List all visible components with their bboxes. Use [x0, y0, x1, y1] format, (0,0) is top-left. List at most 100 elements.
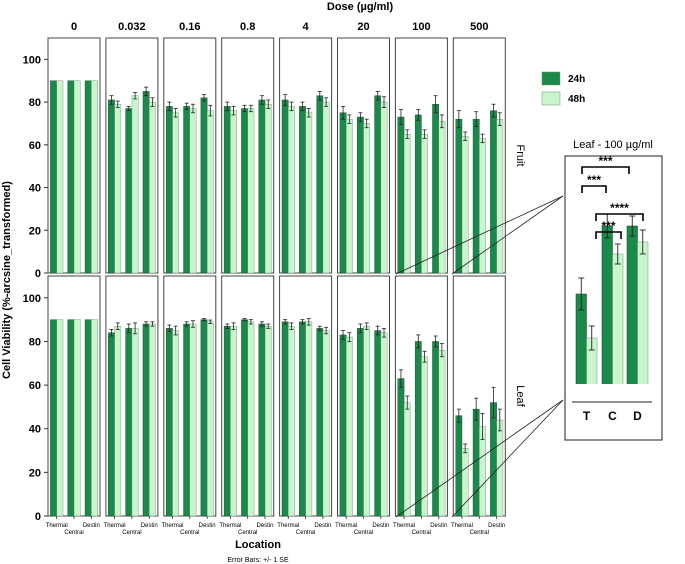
bar-24h	[241, 108, 248, 274]
bar-24h	[490, 402, 497, 517]
bar-48h	[322, 101, 330, 274]
x-tick-label-destin: Destin	[430, 523, 447, 529]
x-tick-label-thermal: Thermal	[335, 523, 357, 529]
bar-48h	[149, 323, 156, 517]
bar-48h	[438, 349, 446, 517]
bar-48h	[403, 133, 411, 274]
bar-48h	[189, 323, 197, 517]
bar-24h	[183, 323, 191, 517]
inset-bar-48h	[637, 241, 649, 387]
bar-24h	[472, 118, 480, 274]
bar-24h	[490, 110, 497, 274]
bar-48h	[346, 118, 353, 274]
x-tick-label-destin: Destin	[141, 523, 158, 529]
inset-title: Leaf - 100 µg/ml	[573, 139, 653, 151]
bar-48h	[305, 321, 313, 517]
inset-axis-break	[572, 384, 652, 389]
bar-24h	[432, 341, 439, 517]
x-tick-label-thermal: Thermal	[451, 523, 473, 529]
x-tick-label-central: Central	[122, 530, 141, 536]
bar-24h	[357, 328, 364, 517]
dose-label-100: 100	[412, 21, 430, 33]
y-tick-label: 20	[29, 225, 41, 237]
x-tick-label-central: Central	[412, 530, 431, 536]
bar-24h	[281, 321, 289, 517]
significance-stars: ****	[610, 201, 629, 215]
y-tick-label: 0	[35, 268, 41, 280]
bar-48h	[461, 136, 469, 274]
inset-bar-48h	[612, 253, 624, 387]
y-tick-label: 60	[29, 380, 41, 392]
bar-48h	[206, 110, 214, 274]
dose-label-500: 500	[470, 21, 488, 33]
y-tick-label: 40	[29, 424, 41, 436]
bar-48h	[73, 319, 81, 517]
bar-48h	[288, 106, 295, 274]
y-tick-label: 80	[29, 336, 41, 348]
bar-48h	[56, 319, 64, 517]
bar-24h	[67, 319, 75, 517]
bar-48h	[247, 321, 255, 517]
x-tick-label-destin: Destin	[83, 523, 100, 529]
bar-24h	[357, 116, 364, 274]
bar-24h	[165, 106, 173, 274]
y-tick-label: 60	[29, 140, 41, 152]
significance-stars: ***	[598, 154, 612, 168]
x-tick-label-destin: Destin	[257, 523, 274, 529]
bar-24h	[414, 341, 422, 517]
bar-24h	[84, 319, 92, 517]
bar-24h	[339, 112, 347, 274]
x-tick-label-destin: Destin	[199, 523, 216, 529]
y-tick-label: 40	[29, 183, 41, 195]
bar-48h	[380, 101, 388, 274]
significance-bracket	[595, 231, 622, 239]
bar-24h	[374, 95, 382, 274]
strip-label-fruit: Fruit	[514, 145, 526, 167]
bar-48h	[496, 419, 504, 517]
significance-bracket	[581, 166, 630, 174]
bar-24h	[397, 116, 405, 274]
bar-24h	[432, 104, 439, 274]
inset-x-label-C: C	[608, 409, 617, 423]
dose-label-0_032: 0.032	[118, 21, 146, 33]
bar-24h	[258, 323, 266, 517]
bar-48h	[131, 95, 139, 274]
y-tick-label: 0	[35, 511, 41, 523]
bar-24h	[223, 106, 231, 274]
zoom-connector-line	[451, 399, 564, 518]
bar-24h	[84, 80, 92, 274]
bar-24h	[50, 319, 57, 517]
dose-label-20: 20	[357, 21, 369, 33]
x-tick-label-thermal: Thermal	[46, 523, 68, 529]
legend-label-48h: 48h	[568, 94, 585, 105]
bar-24h	[455, 415, 463, 517]
bar-24h	[108, 332, 115, 517]
inset-bar-24h	[601, 225, 613, 387]
bar-48h	[131, 328, 139, 517]
bar-48h	[247, 108, 255, 274]
bar-24h	[414, 114, 422, 274]
strip-label-leaf: Leaf	[514, 385, 526, 407]
bar-24h	[397, 378, 405, 517]
zoom-connector-line	[395, 399, 564, 518]
x-tick-label-thermal: Thermal	[104, 523, 126, 529]
bar-48h	[172, 112, 180, 274]
bar-48h	[114, 104, 122, 274]
bar-48h	[91, 80, 98, 274]
x-tick-label-destin: Destin	[314, 523, 331, 529]
bar-24h	[299, 321, 306, 517]
bar-24h	[142, 91, 150, 274]
bar-24h	[50, 80, 57, 274]
bar-48h	[421, 133, 428, 274]
x-tick-label-thermal: Thermal	[393, 523, 415, 529]
dose-label-0: 0	[71, 21, 77, 33]
bar-48h	[189, 108, 197, 274]
legend-swatch-48h	[541, 91, 561, 106]
bar-24h	[316, 328, 324, 517]
significance-bracket	[581, 185, 607, 193]
bar-48h	[206, 321, 214, 517]
bar-48h	[305, 112, 313, 274]
dose-label-0_8: 0.8	[240, 21, 255, 33]
